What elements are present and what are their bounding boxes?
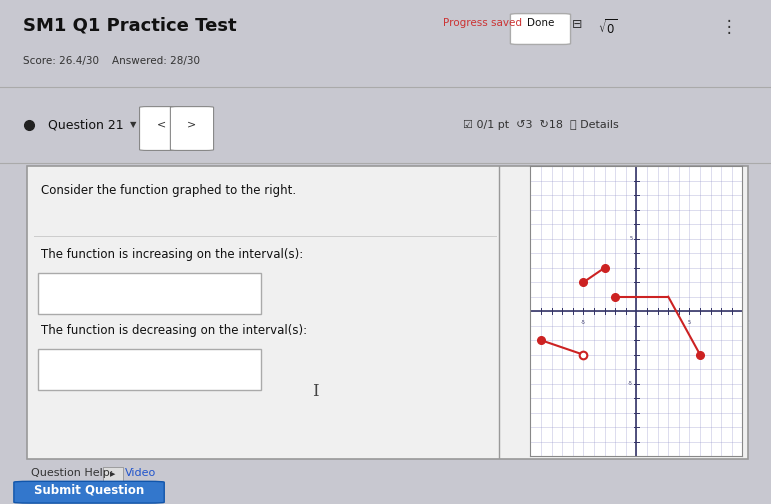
- FancyBboxPatch shape: [170, 107, 214, 150]
- FancyBboxPatch shape: [38, 273, 261, 314]
- Text: The function is decreasing on the interval(s):: The function is decreasing on the interv…: [42, 324, 308, 337]
- Text: 5: 5: [630, 236, 633, 241]
- FancyBboxPatch shape: [103, 467, 123, 481]
- Text: ▼: ▼: [130, 120, 136, 129]
- Text: -5: -5: [628, 381, 633, 386]
- Text: 5: 5: [688, 320, 691, 325]
- FancyBboxPatch shape: [140, 107, 183, 150]
- Text: ▶: ▶: [110, 471, 115, 477]
- Text: The function is increasing on the interval(s):: The function is increasing on the interv…: [42, 248, 304, 261]
- Text: -5: -5: [581, 320, 586, 325]
- Text: Score: 26.4/30    Answered: 28/30: Score: 26.4/30 Answered: 28/30: [23, 56, 200, 66]
- Text: Consider the function graphed to the right.: Consider the function graphed to the rig…: [42, 184, 297, 197]
- FancyBboxPatch shape: [27, 166, 748, 459]
- Text: ⊟: ⊟: [572, 18, 583, 31]
- FancyBboxPatch shape: [510, 14, 571, 44]
- Text: $\sqrt{0}$: $\sqrt{0}$: [598, 18, 617, 37]
- Text: <: <: [157, 120, 166, 130]
- Text: Done: Done: [527, 18, 554, 28]
- Text: >: >: [187, 120, 197, 130]
- Text: I: I: [312, 383, 318, 400]
- Text: ⋮: ⋮: [721, 18, 738, 36]
- Text: SM1 Q1 Practice Test: SM1 Q1 Practice Test: [23, 16, 237, 34]
- Text: Video: Video: [125, 468, 157, 478]
- FancyBboxPatch shape: [38, 349, 261, 390]
- FancyBboxPatch shape: [14, 481, 164, 503]
- Text: ☑ 0/1 pt  ↺3  ↻18  ⓘ Details: ☑ 0/1 pt ↺3 ↻18 ⓘ Details: [463, 120, 618, 130]
- Text: Question 21: Question 21: [48, 118, 123, 131]
- Text: Question Help:: Question Help:: [31, 468, 113, 478]
- Text: Progress saved: Progress saved: [443, 18, 522, 28]
- Text: Submit Question: Submit Question: [34, 484, 143, 497]
